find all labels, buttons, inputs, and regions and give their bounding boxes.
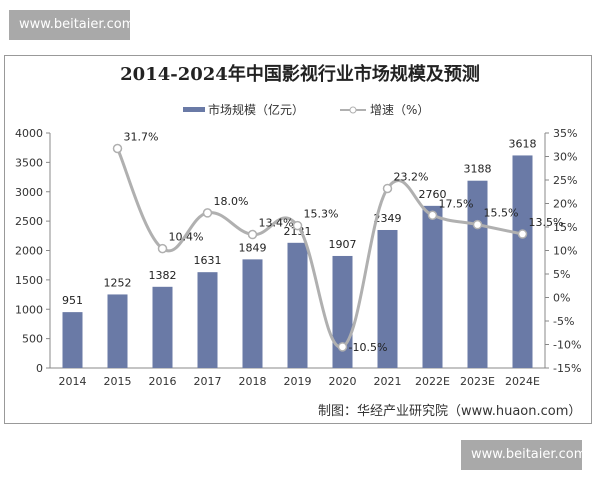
x-tick-label: 2024E <box>505 375 540 388</box>
y-tick-label: 0 <box>36 362 43 375</box>
y2-tick-label: 0% <box>553 292 570 305</box>
growth-point <box>427 210 438 220</box>
x-tick-label: 2017 <box>194 375 222 388</box>
y2-tick-label: -10% <box>553 339 581 352</box>
bar-label: 2131 <box>284 225 312 238</box>
y-tick-label: 500 <box>22 333 43 346</box>
y2-tick-label: 25% <box>553 174 577 187</box>
y-tick-label: 2500 <box>15 215 43 228</box>
bar <box>287 242 308 368</box>
bar-label: 3188 <box>464 163 492 176</box>
bar-label: 1252 <box>104 276 132 289</box>
x-tick-label: 2020 <box>329 375 357 388</box>
y2-tick-label: 35% <box>553 127 577 140</box>
bar <box>422 205 443 368</box>
x-tick-label: 2023E <box>460 375 495 388</box>
bar-label: 1631 <box>194 254 222 267</box>
y-tick-label: 3500 <box>15 156 43 169</box>
growth-label: 15.3% <box>304 208 339 221</box>
y-tick-label: 2000 <box>15 245 43 258</box>
growth-label: 23.2% <box>394 170 429 183</box>
bar <box>242 259 263 368</box>
bar <box>467 180 488 368</box>
bar-label: 2760 <box>419 188 447 201</box>
growth-point <box>202 208 213 218</box>
legend-line-label: 增速（%） <box>370 103 429 117</box>
growth-point <box>112 143 123 154</box>
legend-line-marker <box>349 106 357 114</box>
growth-label: 17.5% <box>439 197 474 210</box>
watermark: www.beitaier.com <box>461 440 586 470</box>
growth-label: 15.5% <box>484 207 519 220</box>
y2-tick-label: 10% <box>553 245 577 258</box>
y2-tick-label: 15% <box>553 221 577 234</box>
y2-tick-label: 5% <box>553 268 570 281</box>
growth-label: 13.4% <box>259 217 294 230</box>
growth-label: 13.5% <box>529 216 564 229</box>
y2-tick-label: 30% <box>553 151 577 164</box>
growth-point <box>247 229 258 240</box>
growth-point <box>292 220 303 231</box>
growth-label: -10.5% <box>349 341 388 354</box>
growth-line <box>116 147 523 349</box>
x-tick-label: 2021 <box>374 375 402 388</box>
bar-label: 1849 <box>239 241 267 254</box>
bar <box>377 229 398 368</box>
chart-title: 2014-2024年中国影视行业市场规模及预测 <box>120 64 480 85</box>
x-tick-label: 2019 <box>284 375 312 388</box>
growth-point <box>517 229 528 239</box>
x-tick-label: 2018 <box>239 375 267 388</box>
y-tick-label: 3000 <box>15 186 43 199</box>
legend-bar-label: 市场规模（亿元） <box>208 102 304 117</box>
bar <box>197 272 218 368</box>
watermark: www.beitaier.com <box>9 10 134 40</box>
y-tick-label: 1500 <box>15 274 43 287</box>
bar <box>62 312 83 368</box>
bar <box>152 286 173 368</box>
growth-point <box>382 183 393 194</box>
chart-credit: 制图：华经产业研究院（www.huaon.com） <box>318 404 582 419</box>
bar-label: 3618 <box>509 137 537 150</box>
growth-label: 10.4% <box>169 231 204 244</box>
y2-tick-label: 20% <box>553 198 577 211</box>
growth-label: 31.7% <box>124 131 159 144</box>
bar <box>512 155 533 368</box>
growth-point <box>157 243 168 254</box>
bar <box>107 294 128 368</box>
bar-label: 951 <box>62 294 83 307</box>
x-tick-label: 2014 <box>59 375 87 388</box>
y2-tick-label: -5% <box>553 315 574 328</box>
growth-point <box>472 219 483 230</box>
y-tick-label: 4000 <box>15 127 43 140</box>
bar-label: 1907 <box>329 238 357 251</box>
legend-bar-swatch <box>183 107 205 112</box>
y2-tick-label: -15% <box>553 362 581 375</box>
x-tick-label: 2016 <box>149 375 177 388</box>
growth-point <box>337 342 348 352</box>
y-tick-label: 1000 <box>15 303 43 316</box>
x-tick-label: 2015 <box>104 375 132 388</box>
bar-label: 1382 <box>149 269 177 282</box>
x-tick-label: 2022E <box>415 375 450 388</box>
growth-label: 18.0% <box>214 195 249 208</box>
bar-label: 2349 <box>374 212 402 225</box>
